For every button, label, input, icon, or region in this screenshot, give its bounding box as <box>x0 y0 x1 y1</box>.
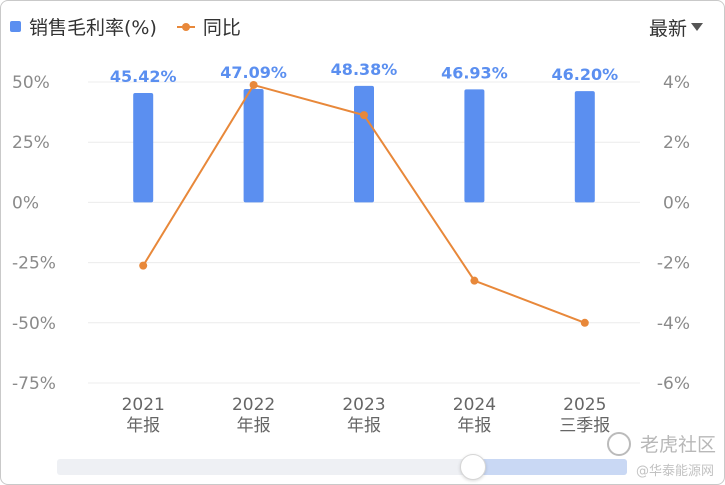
left-axis-tick-label: -50% <box>12 314 56 334</box>
line-point <box>580 318 589 327</box>
legend: 销售毛利率(%) 同比 <box>10 13 241 40</box>
left-axis-tick-label: 50% <box>12 73 50 93</box>
x-category-period: 年报 <box>457 416 491 436</box>
watermark-name: 老虎社区 <box>640 434 717 456</box>
bar <box>133 93 154 203</box>
right-axis-tick-label: -4% <box>657 314 690 334</box>
legend-line-label[interactable]: 同比 <box>202 17 241 39</box>
bar-data-label: 48.38% <box>331 60 398 79</box>
right-axis-tick-label: -6% <box>657 374 690 394</box>
bar <box>354 85 374 203</box>
line-point <box>249 81 258 90</box>
x-category-year: 2021 <box>122 395 165 415</box>
x-category-year: 2025 <box>563 395 606 415</box>
bar <box>243 89 264 203</box>
bar-series-swatch <box>10 21 21 32</box>
left-axis-tick-label: 0% <box>12 193 39 213</box>
range-scroll-handle[interactable] <box>460 454 486 480</box>
bar <box>464 89 485 203</box>
bar-data-label: 46.20% <box>551 65 618 84</box>
legend-bar-label[interactable]: 销售毛利率(%) <box>29 17 157 39</box>
x-category-period: 年报 <box>237 416 271 436</box>
left-axis-tick-label: 25% <box>12 133 50 153</box>
line-series-swatch <box>176 22 195 32</box>
x-category-period: 三季报 <box>559 416 610 436</box>
bar-data-label: 47.09% <box>220 63 287 82</box>
right-axis-tick-label: 2% <box>663 133 690 153</box>
period-selector[interactable]: 最新 <box>648 18 687 40</box>
x-category-year: 2022 <box>232 395 275 415</box>
watermark-logo-icon <box>607 432 631 456</box>
left-axis-tick-label: -25% <box>12 254 56 274</box>
line-point <box>360 111 368 120</box>
x-category-period: 年报 <box>126 416 160 436</box>
line-point <box>139 261 148 270</box>
x-category-year: 2023 <box>342 395 385 415</box>
x-category-year: 2024 <box>453 395 496 415</box>
caret-down-icon[interactable] <box>691 23 703 31</box>
x-category-period: 年报 <box>347 416 381 436</box>
watermark-sub: @华泰能源网 <box>636 464 715 479</box>
right-axis-tick-label: -2% <box>657 254 690 274</box>
range-scroll-selection[interactable] <box>475 459 627 475</box>
bar-data-label: 46.93% <box>441 63 508 82</box>
bar-data-label: 45.42% <box>110 67 177 86</box>
bar <box>574 91 595 203</box>
right-axis-tick-label: 4% <box>663 73 690 93</box>
line-point <box>470 276 479 285</box>
left-axis-tick-label: -75% <box>12 374 56 394</box>
right-axis-tick-label: 0% <box>663 193 690 213</box>
